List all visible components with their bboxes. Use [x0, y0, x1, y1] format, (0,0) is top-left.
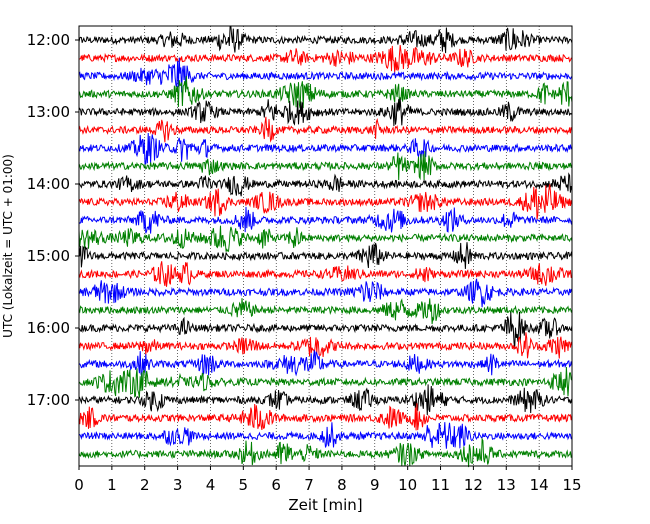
- trace-1300: [78, 98, 573, 127]
- trace-1530: [78, 278, 573, 308]
- trace-1730: [78, 422, 573, 449]
- trace-1215: [78, 44, 573, 73]
- x-tick-label: 6: [271, 476, 281, 494]
- y-tick-label: 13:00: [27, 103, 70, 121]
- trace-1645: [78, 367, 573, 398]
- x-tick-label: 5: [239, 476, 249, 494]
- x-tick-label: 8: [337, 476, 347, 494]
- trace-1445: [78, 225, 573, 252]
- trace-1715: [78, 403, 573, 431]
- x-tick-label: 1: [107, 476, 117, 494]
- y-tick-label: 15:00: [27, 247, 70, 265]
- y-tick-label: 12:00: [27, 31, 70, 49]
- y-tick-label: 16:00: [27, 319, 70, 337]
- y-tick-label: 14:00: [27, 175, 70, 193]
- seismic-traces: [78, 25, 573, 468]
- y-axis-ticks: 12:00 13:00 14:00 15:00 16:00 17:00: [27, 31, 79, 409]
- trace-1745: [78, 437, 573, 468]
- trace-1245: [78, 76, 573, 109]
- trace-1230: [78, 57, 573, 93]
- trace-1515: [78, 261, 573, 287]
- x-tick-label: 3: [173, 476, 183, 494]
- x-tick-label: 15: [562, 476, 581, 494]
- trace-1200: [78, 25, 573, 54]
- x-tick-label: 0: [74, 476, 84, 494]
- x-axis-ticks: 0 1 2 3 4 5 6 7 8 9 10 11 12 13 14 15: [74, 466, 582, 494]
- trace-1415: [78, 184, 573, 220]
- trace-1345: [78, 151, 573, 181]
- x-tick-label: 4: [206, 476, 216, 494]
- y-axis-label: UTC (Lokalzeit = UTC + 01:00): [1, 154, 15, 338]
- x-tick-label: 12: [464, 476, 483, 494]
- x-tick-label: 7: [304, 476, 314, 494]
- plot-frame: [78, 25, 573, 467]
- x-tick-label: 11: [431, 476, 450, 494]
- trace-1500: [78, 242, 573, 269]
- trace-1400: [78, 172, 573, 197]
- y-tick-label: 17:00: [27, 391, 70, 409]
- trace-1600: [78, 311, 573, 349]
- x-tick-label: 13: [497, 476, 516, 494]
- x-tick-label: 9: [370, 476, 380, 494]
- trace-1545: [78, 298, 573, 325]
- trace-1630: [78, 350, 573, 378]
- x-tick-label: 14: [530, 476, 549, 494]
- trace-1330: [78, 132, 573, 165]
- x-tick-label: 2: [140, 476, 150, 494]
- x-axis-label: Zeit [min]: [288, 496, 362, 514]
- x-tick-label: 10: [398, 476, 417, 494]
- trace-1315: [78, 116, 573, 143]
- trace-1615: [78, 332, 573, 359]
- trace-1700: [78, 384, 573, 416]
- trace-1430: [78, 206, 573, 234]
